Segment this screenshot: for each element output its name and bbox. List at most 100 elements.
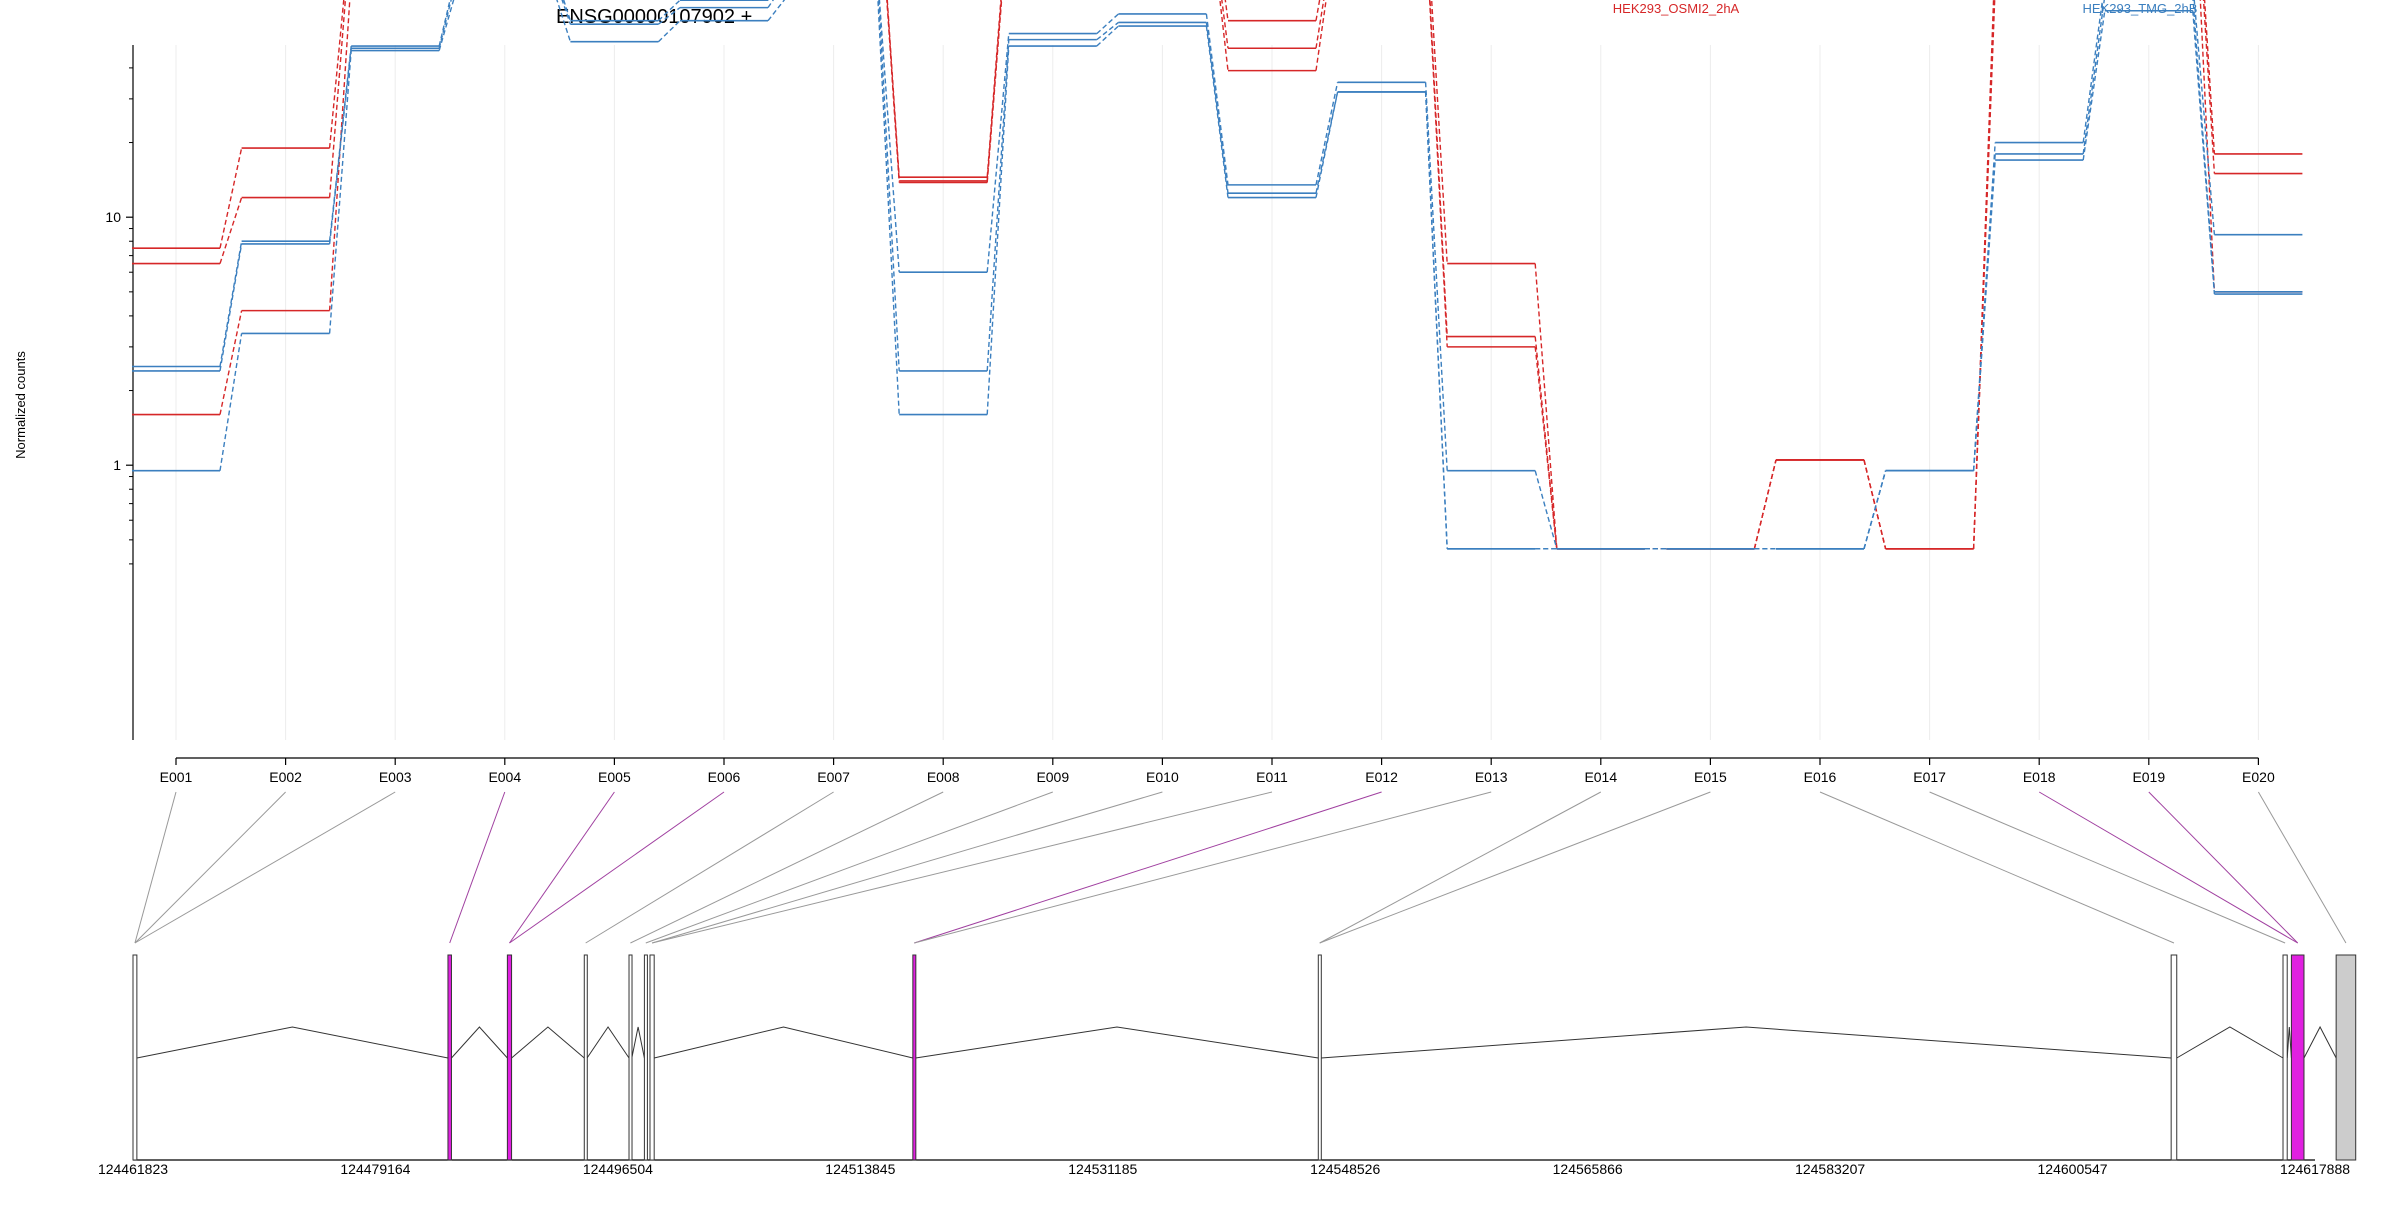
exon-block xyxy=(1318,955,1321,1160)
intron-line xyxy=(2177,1027,2283,1058)
exon-block xyxy=(448,955,451,1160)
exon-connector-line xyxy=(630,792,943,943)
series-connector xyxy=(1974,0,1996,549)
x-tick-label: E002 xyxy=(269,769,302,785)
exon-block xyxy=(629,955,632,1160)
x-tick-label: E015 xyxy=(1694,769,1727,785)
x-tick-label: E019 xyxy=(2132,769,2165,785)
intron-line xyxy=(632,1027,645,1058)
exon-block xyxy=(2283,955,2287,1160)
intron-line xyxy=(916,1027,1319,1058)
series-connector xyxy=(1974,160,1996,471)
series-connector xyxy=(1426,92,1448,549)
x-tick-label: E014 xyxy=(1584,769,1617,785)
legend-entry-osmi2: HEK293_OSMI2_2hA xyxy=(1613,1,1740,16)
exon-connector-line xyxy=(1930,792,2286,943)
exon-connector-line xyxy=(509,792,614,943)
series-connector xyxy=(2193,0,2215,292)
exon-connector-line xyxy=(914,792,1491,943)
series-connector xyxy=(1864,471,1886,549)
exon-connector-line xyxy=(1320,792,1601,943)
exon-block xyxy=(2336,955,2356,1160)
y-axis-label: Normalized counts xyxy=(13,351,28,459)
exon-connector-line xyxy=(135,792,395,943)
exon-block xyxy=(2291,955,2304,1160)
genomic-tick-label: 124600547 xyxy=(2038,1161,2108,1177)
x-tick-label: E020 xyxy=(2242,769,2275,785)
x-tick-label: E012 xyxy=(1365,769,1398,785)
x-tick-label: E011 xyxy=(1256,769,1288,785)
series-connector xyxy=(439,0,461,51)
exon-block xyxy=(133,955,137,1160)
series-connector xyxy=(2083,0,2105,154)
series-connector xyxy=(1535,471,1557,549)
exon-connector-line xyxy=(652,792,1162,943)
series-connector xyxy=(220,148,242,248)
series-connector xyxy=(987,40,1009,371)
genomic-tick-label: 124565866 xyxy=(1553,1161,1623,1177)
genomic-tick-label: 124548526 xyxy=(1310,1161,1380,1177)
series-connector xyxy=(1206,0,1228,71)
series-connector xyxy=(1097,14,1119,34)
series-connector xyxy=(1316,82,1338,185)
genomic-tick-label: 124479164 xyxy=(340,1161,410,1177)
series-line-osmi2 xyxy=(132,0,2302,549)
intron-line xyxy=(451,1027,507,1058)
exon-connector-line xyxy=(586,792,834,943)
exon-connector-line xyxy=(135,792,176,943)
x-tick-label: E016 xyxy=(1804,769,1837,785)
exon-connector-line xyxy=(2149,792,2298,943)
x-tick-label: E007 xyxy=(817,769,850,785)
exon-block xyxy=(650,955,654,1160)
exon-connector-line xyxy=(652,792,1272,943)
series-connector xyxy=(1754,460,1776,549)
series-connector xyxy=(878,0,900,371)
intron-line xyxy=(2287,1027,2291,1058)
x-tick-label: E001 xyxy=(160,769,193,785)
exon-block xyxy=(507,955,511,1160)
x-tick-label: E003 xyxy=(379,769,412,785)
series-connector xyxy=(2083,11,2105,160)
series-connector xyxy=(768,0,790,21)
grid-lines xyxy=(176,45,2258,740)
series-connector xyxy=(1864,460,1886,549)
genomic-tick-label: 124496504 xyxy=(583,1161,653,1177)
exon-block xyxy=(644,955,647,1160)
exon-connector-line xyxy=(135,792,286,943)
exon-block xyxy=(584,955,587,1160)
series-lines xyxy=(132,0,2302,549)
y-tick-label: 1 xyxy=(113,457,121,473)
series-connector xyxy=(1316,0,1338,48)
intron-line xyxy=(2304,1027,2336,1058)
exon-connector-lines xyxy=(135,792,2346,943)
axes: 110100E001E002E003E004E005E006E007E008E0… xyxy=(98,0,2275,785)
series-connector xyxy=(1097,26,1119,46)
intron-line xyxy=(137,1027,448,1058)
series-connector xyxy=(1316,0,1338,71)
intron-line xyxy=(587,1027,629,1058)
exon-connector-line xyxy=(646,792,1053,943)
x-tick-label: E008 xyxy=(927,769,960,785)
x-tick-label: E009 xyxy=(1036,769,1069,785)
x-tick-label: E006 xyxy=(708,769,741,785)
exon-connector-line xyxy=(509,792,724,943)
genomic-tick-label: 124461823 xyxy=(98,1161,168,1177)
series-connector xyxy=(1535,264,1557,549)
genomic-tick-label: 124531185 xyxy=(1068,1161,1137,1177)
series-connector xyxy=(1206,14,1228,185)
series-connector xyxy=(330,51,352,334)
intron-line xyxy=(512,1027,585,1058)
intron-line xyxy=(1321,1027,2171,1058)
legend-entry-tmg: HEK293_TMG_2hB xyxy=(2083,1,2198,16)
series-connector xyxy=(1974,154,1996,471)
genomic-tick-label: 124617888 xyxy=(2280,1161,2350,1177)
exon-connector-line xyxy=(2258,792,2346,943)
x-tick-label: E018 xyxy=(2023,769,2056,785)
exon-connector-line xyxy=(1320,792,1711,943)
exon-connector-line xyxy=(2039,792,2297,943)
exon-block xyxy=(2171,955,2177,1160)
intron-line xyxy=(654,1027,913,1058)
